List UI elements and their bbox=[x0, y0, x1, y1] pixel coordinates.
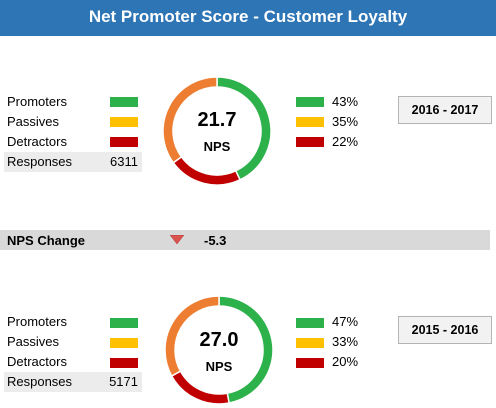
pct-detractors: 22% bbox=[332, 134, 359, 149]
swatch-promoters bbox=[110, 97, 138, 107]
swatch-detractors bbox=[110, 137, 138, 147]
swatch-passives-pct bbox=[296, 338, 324, 348]
responses-label: Responses bbox=[7, 374, 73, 389]
period-button-2016-2017[interactable]: 2016 - 2017 bbox=[398, 96, 492, 124]
legend-label-detractors: Detractors bbox=[7, 354, 67, 369]
responses-box bbox=[4, 372, 142, 392]
pct-promoters: 47% bbox=[332, 314, 359, 329]
responses-label: Responses bbox=[7, 154, 73, 169]
period-button-2015-2016[interactable]: 2015 - 2016 bbox=[398, 316, 492, 344]
pct-passives: 35% bbox=[332, 114, 359, 129]
responses-value: 6311 bbox=[110, 154, 138, 169]
donut-slice-passives bbox=[162, 76, 218, 164]
nps-value: 21.7 bbox=[197, 109, 237, 131]
swatch-detractors bbox=[110, 358, 138, 368]
page-title: Net Promoter Score - Customer Loyalty bbox=[88, 7, 408, 26]
swatch-detractors-pct bbox=[296, 358, 324, 368]
swatch-passives-pct bbox=[296, 117, 324, 127]
swatch-passives bbox=[110, 117, 138, 127]
responses-box bbox=[4, 152, 142, 172]
swatch-passives bbox=[110, 338, 138, 348]
arrow-down-icon bbox=[170, 235, 184, 245]
pct-detractors: 20% bbox=[332, 354, 359, 369]
donut-slice-detractors bbox=[170, 370, 230, 405]
legend-label-passives: Passives bbox=[7, 114, 60, 129]
swatch-promoters-pct bbox=[296, 318, 324, 328]
donut-slice-passives bbox=[164, 295, 220, 378]
nps-donut-2015-2016 bbox=[164, 295, 274, 405]
pct-passives: 33% bbox=[332, 334, 359, 349]
nps-label: NPS bbox=[205, 359, 233, 374]
legend-label-detractors: Detractors bbox=[7, 134, 67, 149]
nps-donut-2016-2017 bbox=[162, 76, 272, 186]
pct-promoters: 43% bbox=[332, 94, 359, 109]
header-bar bbox=[0, 0, 496, 36]
donut-slice-detractors bbox=[172, 155, 241, 186]
legend-label-promoters: Promoters bbox=[7, 314, 67, 329]
responses-value: 5171 bbox=[109, 374, 138, 389]
swatch-detractors-pct bbox=[296, 137, 324, 147]
swatch-promoters bbox=[110, 318, 138, 328]
nps-change-value: -5.3 bbox=[204, 233, 227, 248]
nps-value: 27.0 bbox=[199, 329, 239, 351]
nps-change-label: NPS Change bbox=[7, 233, 86, 248]
swatch-promoters-pct bbox=[296, 97, 324, 107]
legend-label-passives: Passives bbox=[7, 334, 60, 349]
nps-change-bar: NPS Change -5.3 bbox=[0, 230, 490, 250]
nps-label: NPS bbox=[203, 139, 231, 154]
legend-label-promoters: Promoters bbox=[7, 94, 67, 109]
